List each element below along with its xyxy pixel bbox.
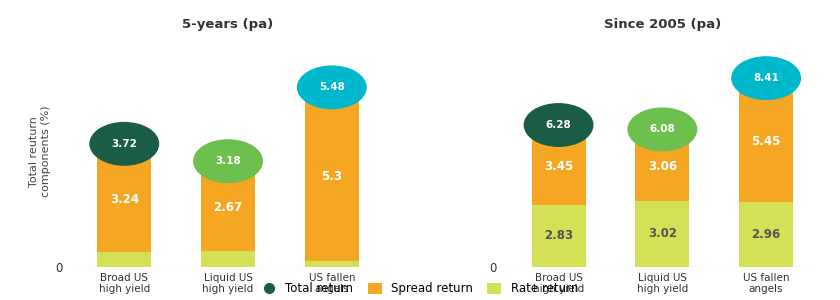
Bar bbox=[635, 201, 690, 267]
Bar bbox=[97, 148, 151, 252]
Text: 6.08: 6.08 bbox=[649, 124, 675, 134]
Bar bbox=[532, 205, 585, 267]
Ellipse shape bbox=[297, 66, 366, 109]
Ellipse shape bbox=[194, 140, 262, 182]
Text: 3.02: 3.02 bbox=[648, 227, 677, 240]
Text: 5.45: 5.45 bbox=[752, 135, 781, 148]
Bar bbox=[305, 91, 359, 261]
Bar bbox=[739, 202, 793, 267]
Ellipse shape bbox=[628, 108, 696, 151]
Text: 2.67: 2.67 bbox=[213, 201, 243, 214]
Bar bbox=[635, 133, 690, 201]
Title: Since 2005 (pa): Since 2005 (pa) bbox=[604, 18, 721, 31]
Legend: Total return, Spread return, Rate return: Total return, Spread return, Rate return bbox=[257, 278, 583, 300]
Bar bbox=[532, 129, 585, 205]
Text: 5.3: 5.3 bbox=[322, 170, 343, 183]
Y-axis label: Total reuturn
components (%): Total reuturn components (%) bbox=[29, 106, 50, 197]
Bar bbox=[97, 252, 151, 267]
Ellipse shape bbox=[524, 104, 593, 146]
Text: 2.83: 2.83 bbox=[544, 230, 573, 242]
Text: 3.06: 3.06 bbox=[648, 160, 677, 173]
Text: 3.24: 3.24 bbox=[110, 193, 139, 206]
Bar bbox=[201, 165, 255, 250]
Ellipse shape bbox=[90, 123, 159, 165]
Bar bbox=[201, 250, 255, 267]
Bar bbox=[739, 82, 793, 202]
Text: 5.48: 5.48 bbox=[319, 82, 344, 92]
Text: 3.72: 3.72 bbox=[112, 139, 137, 149]
Text: 2.96: 2.96 bbox=[752, 228, 780, 241]
Ellipse shape bbox=[732, 57, 801, 99]
Text: 3.45: 3.45 bbox=[544, 160, 573, 173]
Text: 6.28: 6.28 bbox=[546, 120, 571, 130]
Text: 8.41: 8.41 bbox=[753, 73, 779, 83]
Bar bbox=[305, 261, 359, 267]
Title: 5-years (pa): 5-years (pa) bbox=[182, 18, 274, 31]
Text: 3.18: 3.18 bbox=[215, 156, 241, 166]
